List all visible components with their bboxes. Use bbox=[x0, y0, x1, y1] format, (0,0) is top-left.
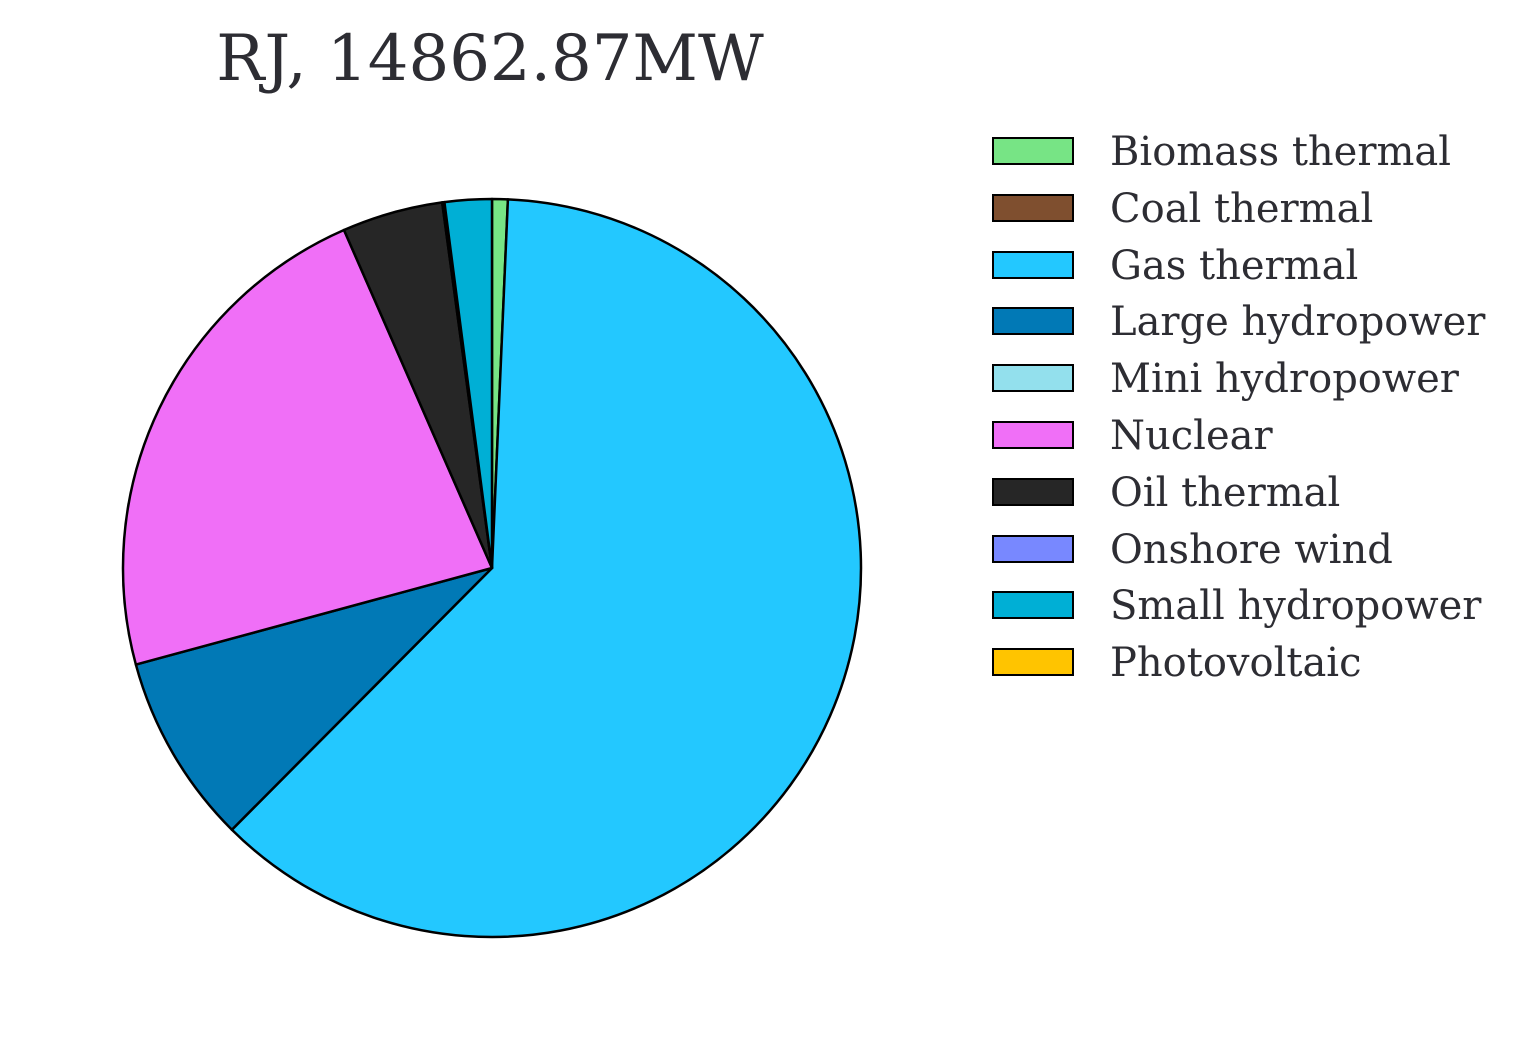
legend-label: Gas thermal bbox=[1110, 242, 1359, 289]
legend-label: Small hydropower bbox=[1110, 583, 1482, 630]
chart-title: RJ, 14862.87MW bbox=[216, 22, 764, 96]
legend-label: Nuclear bbox=[1110, 412, 1273, 459]
legend-label: Large hydropower bbox=[1110, 299, 1486, 346]
legend-swatch bbox=[992, 534, 1074, 563]
legend-swatch bbox=[992, 420, 1074, 449]
legend-swatch bbox=[992, 648, 1074, 677]
legend-swatch bbox=[992, 591, 1074, 620]
pie-slice-small-hydropower bbox=[443, 197, 494, 570]
pie-slice-nuclear bbox=[121, 228, 494, 666]
legend-swatch bbox=[992, 250, 1074, 279]
legend-label: Biomass thermal bbox=[1110, 129, 1452, 175]
legend-label: Mini hydropower bbox=[1110, 356, 1459, 403]
legend-label: Onshore wind bbox=[1110, 526, 1393, 573]
legend-swatch bbox=[992, 364, 1074, 393]
legend-label: Oil thermal bbox=[1110, 469, 1341, 516]
legend-label: Coal thermal bbox=[1110, 185, 1374, 232]
pie-slice-large-hydropower bbox=[134, 566, 494, 831]
legend-swatch bbox=[992, 477, 1074, 506]
legend-swatch bbox=[992, 307, 1074, 336]
legend-swatch bbox=[992, 137, 1074, 165]
pie-slice-gas-thermal bbox=[230, 198, 863, 939]
legend-label: Photovoltaic bbox=[1110, 640, 1362, 687]
legend-swatch bbox=[992, 193, 1074, 222]
